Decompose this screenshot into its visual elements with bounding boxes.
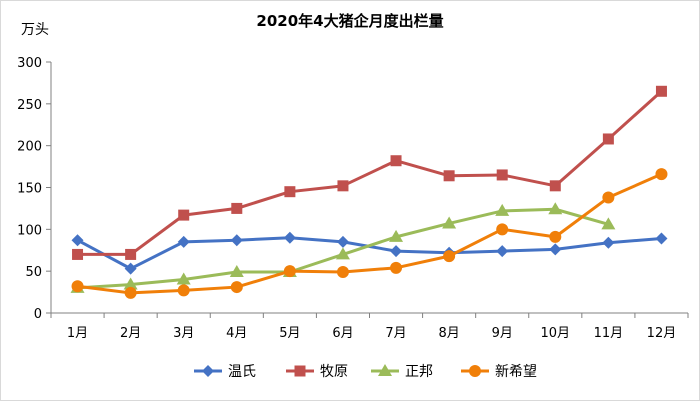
x-tick-label: 10月 [541, 326, 571, 341]
data-point [549, 230, 562, 243]
y-tick-label: 150 [17, 182, 42, 197]
series-line [76, 236, 662, 271]
data-point [443, 250, 456, 263]
data-point [496, 245, 509, 258]
series-line [77, 90, 663, 256]
series-layer [70, 85, 668, 299]
data-point [230, 234, 243, 247]
data-point [283, 231, 296, 244]
y-tick-label: 250 [17, 98, 42, 113]
x-tick-label: 1月 [67, 326, 88, 341]
y-tick-label: 100 [17, 223, 42, 238]
data-point [177, 284, 190, 297]
data-point [390, 261, 403, 274]
y-tick-label: 50 [25, 265, 42, 280]
y-tick-label: 300 [17, 56, 42, 71]
y-axis-unit-label: 万头 [21, 22, 49, 38]
x-tick-label: 9月 [492, 326, 513, 341]
data-point [229, 265, 244, 278]
data-point [496, 223, 509, 236]
data-point [284, 186, 296, 198]
data-point [442, 216, 457, 229]
series-line [77, 172, 663, 295]
data-point [655, 168, 668, 181]
data-point [389, 229, 404, 242]
legend-label: 新希望 [495, 364, 537, 380]
data-point [601, 217, 616, 230]
data-point [390, 155, 402, 167]
legend-marker [378, 364, 392, 376]
data-point [390, 245, 403, 258]
x-tick-label: 8月 [438, 326, 459, 341]
data-point [231, 202, 243, 214]
data-point [177, 235, 190, 248]
data-point [72, 248, 84, 260]
y-tick-label: 200 [17, 140, 42, 155]
data-point [123, 277, 138, 290]
x-tick-label: 11月 [594, 326, 624, 341]
data-point [230, 281, 243, 294]
data-point [655, 85, 667, 97]
axes: 0 50 100 150 200 250 300 1月 2月 3月 4月 5月 6月 7月 8月 9月 10月 1… [17, 56, 689, 341]
chart-title: 2020年4大猪企月度出栏量 [256, 12, 443, 30]
data-point [335, 247, 350, 260]
data-point [71, 234, 84, 247]
legend-label: 温氏 [228, 364, 256, 380]
legend-item: 温氏 [194, 364, 256, 380]
data-point [71, 280, 84, 293]
data-point [548, 202, 563, 215]
data-point [602, 191, 615, 204]
data-point [336, 235, 349, 248]
legend-marker [294, 365, 306, 377]
x-tick-label: 4月 [226, 326, 247, 341]
legend-item: 正邦 [371, 364, 433, 380]
legend-marker [202, 365, 214, 377]
data-point [549, 180, 561, 192]
legend: 温氏 牧原 正邦 新希望 [194, 364, 537, 380]
series-3 [70, 202, 616, 293]
data-point [337, 180, 349, 192]
x-tick-label: 5月 [279, 326, 300, 341]
data-point [602, 133, 614, 145]
data-point [602, 236, 615, 249]
data-point [655, 232, 668, 245]
data-point [178, 209, 190, 221]
data-point [549, 243, 562, 256]
legend-item: 新希望 [461, 364, 537, 380]
data-point [496, 169, 508, 181]
x-tick-label: 12月 [647, 326, 677, 341]
legend-label: 牧原 [320, 364, 348, 380]
series-4 [71, 168, 668, 299]
y-tick-label: 0 [34, 307, 42, 322]
data-point [495, 203, 510, 216]
data-point [336, 266, 349, 279]
legend-label: 正邦 [405, 364, 433, 380]
x-tick-label: 2月 [120, 326, 141, 341]
data-point [176, 272, 191, 285]
data-point [124, 262, 137, 275]
data-point [443, 170, 455, 182]
legend-marker [469, 365, 481, 377]
x-tick-label: 6月 [332, 326, 353, 341]
data-point [125, 248, 137, 260]
series-1 [71, 231, 668, 275]
x-tick-label: 7月 [385, 326, 406, 341]
data-point [124, 286, 137, 299]
legend-item: 牧原 [286, 364, 348, 380]
x-tick-label: 3月 [173, 326, 194, 341]
series-2 [72, 85, 667, 260]
data-point [283, 265, 296, 278]
